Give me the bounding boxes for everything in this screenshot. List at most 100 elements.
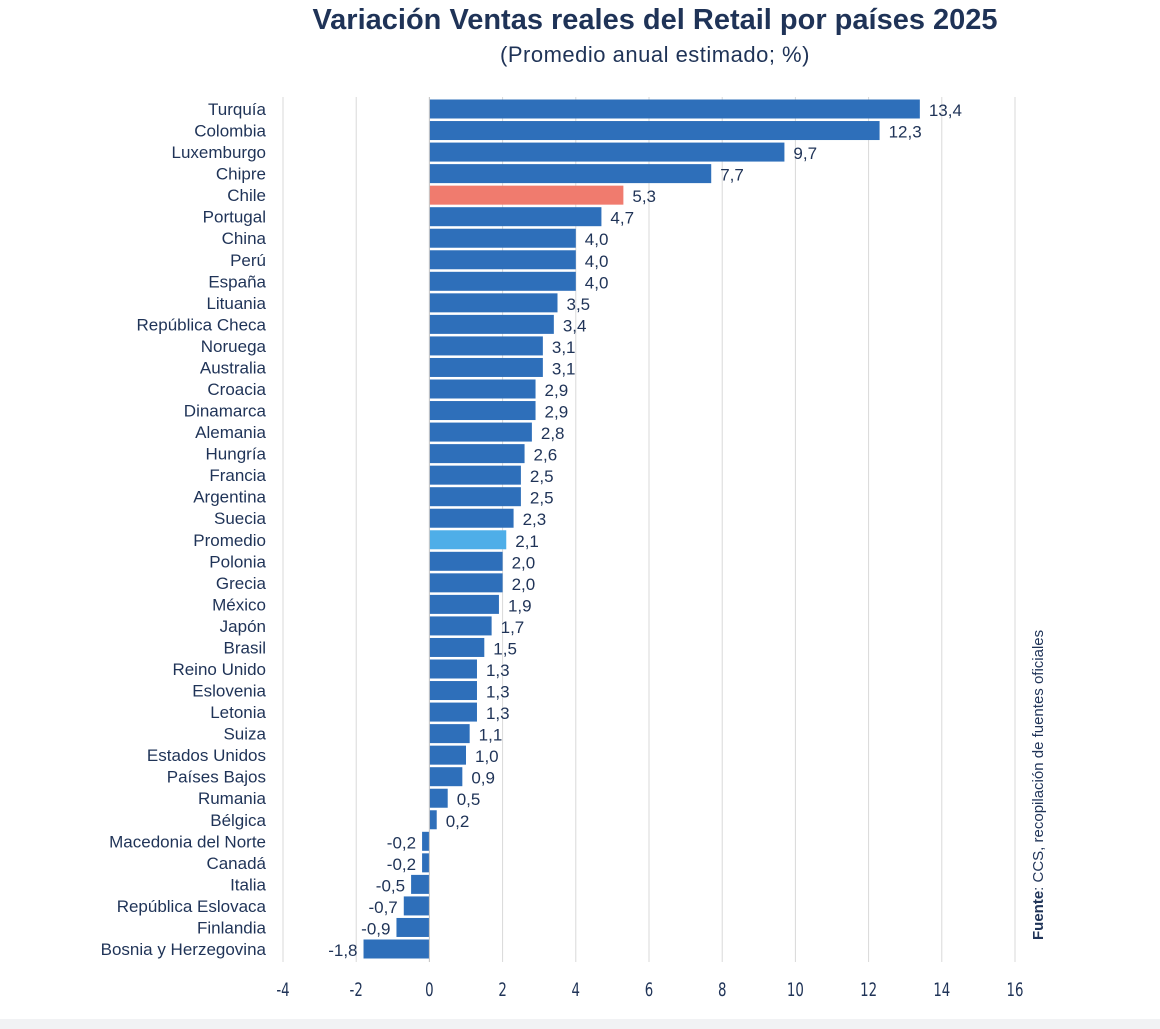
data-label: -0,7	[368, 898, 397, 917]
bar-suecia	[429, 508, 514, 528]
category-label: Argentina	[193, 488, 266, 507]
category-label: Luxemburgo	[171, 143, 266, 162]
category-label: Croacia	[207, 380, 266, 399]
category-label: Países Bajos	[167, 768, 266, 787]
bar-hungría	[429, 444, 525, 464]
category-label: Brasil	[223, 638, 266, 657]
category-label: Japón	[220, 617, 266, 636]
category-label: Chile	[227, 186, 266, 205]
x-tick-label: -2	[350, 979, 363, 1001]
category-label: España	[208, 272, 266, 291]
data-label: 2,9	[545, 403, 569, 422]
bar-macedonia-del-norte	[422, 831, 430, 851]
data-label: -0,9	[361, 919, 390, 938]
category-label: China	[222, 229, 267, 248]
data-label: 0,2	[446, 812, 470, 831]
data-label: -1,8	[328, 941, 357, 960]
data-label: 1,1	[479, 726, 503, 745]
source-text: : CCS, recopilación de fuentes oficiales	[1030, 629, 1047, 891]
bar-portugal	[429, 207, 602, 227]
x-tick-label: 2	[498, 979, 506, 1001]
data-label: 1,3	[486, 661, 510, 680]
category-label: Chipre	[216, 165, 266, 184]
x-tick-label: 0	[425, 979, 433, 1001]
data-label: 4,0	[585, 273, 609, 292]
bar-italia	[411, 874, 430, 894]
bar-chipre	[429, 164, 712, 184]
bar-grecia	[429, 573, 503, 593]
category-label: Hungría	[206, 445, 267, 464]
x-tick-label: 12	[860, 979, 877, 1001]
bar-finlandia	[396, 917, 430, 937]
data-label: 2,0	[512, 575, 536, 594]
category-label: Rumania	[198, 789, 267, 808]
data-label: 4,0	[585, 230, 609, 249]
bar-españa	[429, 271, 576, 291]
category-label: Portugal	[203, 208, 266, 227]
data-label: 2,8	[541, 424, 565, 443]
x-tick-label: -4	[276, 979, 289, 1001]
data-label: 3,4	[563, 316, 587, 335]
bar-estados-unidos	[429, 745, 466, 765]
bar-bélgica	[429, 810, 437, 830]
data-label: 2,6	[534, 446, 558, 465]
category-label: Dinamarca	[184, 402, 267, 421]
category-label: Australia	[200, 358, 267, 377]
data-label: 13,4	[929, 101, 962, 120]
source-label: Fuente	[1030, 890, 1047, 940]
bar-alemania	[429, 422, 532, 442]
category-label: Macedonia del Norte	[109, 832, 266, 851]
bar-dinamarca	[429, 401, 536, 421]
data-label: 1,5	[493, 639, 517, 658]
category-label: México	[212, 595, 266, 614]
bar-polonia	[429, 551, 503, 571]
bar-rumania	[429, 788, 448, 808]
category-label: Polonia	[209, 552, 266, 571]
category-label: República Checa	[137, 315, 267, 334]
bar-francia	[429, 465, 521, 485]
bar-eslovenia	[429, 681, 477, 701]
data-label: 0,9	[471, 769, 495, 788]
bar-lituania	[429, 293, 558, 313]
bar-brasil	[429, 637, 485, 657]
category-label: Estados Unidos	[147, 746, 266, 765]
chart-title: Variación Ventas reales del Retail por p…	[312, 4, 998, 36]
bar-colombia	[429, 121, 880, 141]
category-label: Promedio	[193, 531, 266, 550]
x-tick-label: 10	[787, 979, 804, 1001]
bar-croacia	[429, 379, 536, 399]
data-label: 2,1	[515, 532, 539, 551]
category-label: Eslovenia	[192, 682, 266, 701]
data-label: -0,2	[387, 855, 416, 874]
data-label: 9,7	[793, 144, 817, 163]
category-label: Bélgica	[210, 811, 266, 830]
bar-argentina	[429, 487, 521, 507]
data-label: 4,0	[585, 252, 609, 271]
category-label: Colombia	[194, 122, 266, 141]
data-label: -0,5	[376, 876, 405, 895]
category-label: Turquía	[208, 100, 267, 119]
category-label: Alemania	[195, 423, 266, 442]
data-label: 2,3	[523, 510, 547, 529]
data-label: 2,5	[530, 467, 554, 486]
category-label: Francia	[209, 466, 266, 485]
bar-república-checa	[429, 314, 554, 334]
bar-méxico	[429, 594, 499, 614]
bar-chile	[429, 185, 624, 205]
data-label: 1,0	[475, 747, 499, 766]
source-note: Fuente: CCS, recopilación de fuentes ofi…	[1030, 630, 1047, 940]
category-label: Letonia	[210, 703, 266, 722]
data-label: 3,1	[552, 338, 576, 357]
data-label: 7,7	[720, 166, 744, 185]
x-tick-label: 14	[933, 979, 950, 1001]
data-label: 3,1	[552, 359, 576, 378]
bar-australia	[429, 357, 543, 377]
bar-china	[429, 228, 576, 248]
data-label: -0,2	[387, 833, 416, 852]
data-label: 1,3	[486, 683, 510, 702]
x-tick-label: 16	[1007, 979, 1024, 1001]
x-tick-label: 6	[645, 979, 653, 1001]
category-label: Noruega	[201, 337, 267, 356]
data-label: 2,9	[545, 381, 569, 400]
